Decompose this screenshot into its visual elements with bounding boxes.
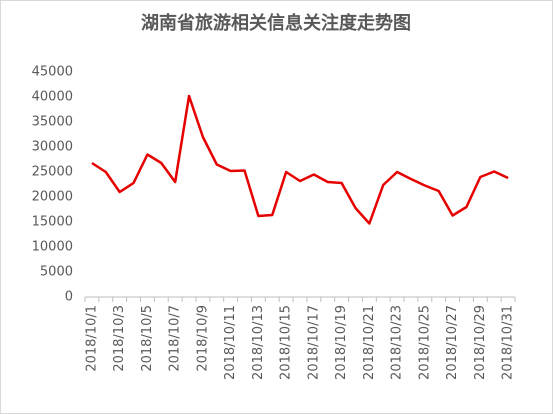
y-tick-label: 5000 <box>40 265 73 280</box>
x-tick-label: 2018/10/19 <box>334 305 349 380</box>
y-tick-label: 35000 <box>32 115 73 130</box>
x-tick-label: 2018/10/3 <box>112 305 127 372</box>
x-tick-label: 2018/10/15 <box>279 305 294 380</box>
data-line <box>91 94 509 225</box>
y-tick-label: 0 <box>65 290 73 305</box>
x-tick-label: 2018/10/13 <box>251 305 266 380</box>
x-tick-label: 2018/10/29 <box>473 305 488 380</box>
y-tick-label: 45000 <box>32 65 73 80</box>
chart-title: 湖南省旅游相关信息关注度走势图 <box>141 12 411 34</box>
x-tick-label: 2018/10/11 <box>223 305 238 380</box>
y-tick-label: 40000 <box>32 90 73 105</box>
x-tick-label: 2018/10/31 <box>501 305 516 380</box>
x-tick-label: 2018/10/23 <box>390 305 405 380</box>
x-tick-label: 2018/10/5 <box>140 305 155 372</box>
y-tick-label: 10000 <box>32 240 73 255</box>
y-tick-label: 25000 <box>32 165 73 180</box>
x-tick-label: 2018/10/17 <box>306 305 321 380</box>
y-tick-label: 30000 <box>32 140 73 155</box>
x-tick-label: 2018/10/25 <box>417 305 432 380</box>
x-tick-label: 2018/10/9 <box>195 305 210 372</box>
x-tick-label: 2018/10/27 <box>445 305 460 380</box>
x-tick-label: 2018/10/7 <box>168 305 183 372</box>
x-tick-label: 2018/10/1 <box>84 305 99 372</box>
x-tick-label: 2018/10/21 <box>362 305 377 380</box>
y-tick-label: 15000 <box>32 215 73 230</box>
y-tick-label: 20000 <box>32 190 73 205</box>
